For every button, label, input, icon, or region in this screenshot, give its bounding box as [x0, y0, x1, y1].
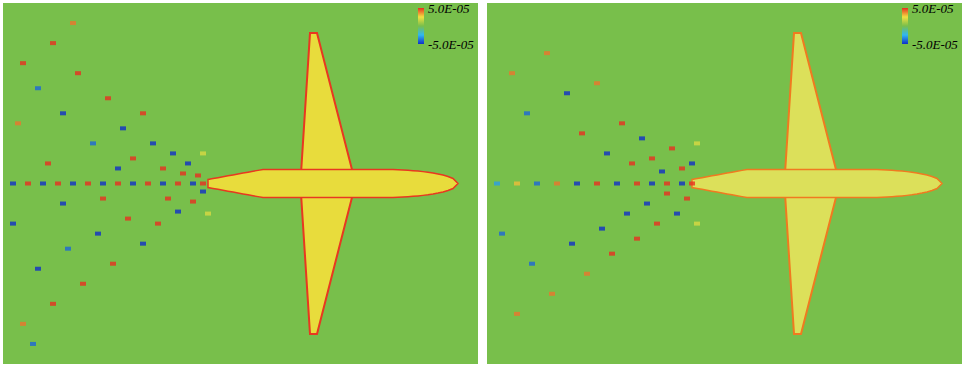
svg-text:5.0E-05: 5.0E-05	[428, 1, 470, 16]
svg-text:-5.0E-05: -5.0E-05	[912, 37, 958, 52]
svg-text:5.0E-05: 5.0E-05	[912, 1, 954, 16]
svg-text:-5.0E-05: -5.0E-05	[428, 37, 474, 52]
